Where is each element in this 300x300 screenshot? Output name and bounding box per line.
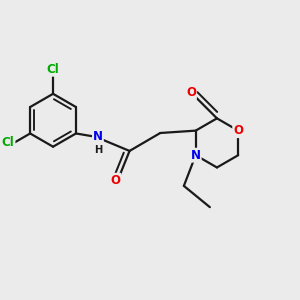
Text: O: O: [233, 124, 243, 137]
Text: Cl: Cl: [2, 136, 14, 149]
Text: N: N: [93, 130, 103, 143]
Text: N: N: [191, 149, 201, 162]
Text: O: O: [186, 86, 196, 99]
Text: Cl: Cl: [47, 63, 59, 76]
Text: H: H: [94, 145, 102, 155]
Text: O: O: [110, 174, 120, 187]
